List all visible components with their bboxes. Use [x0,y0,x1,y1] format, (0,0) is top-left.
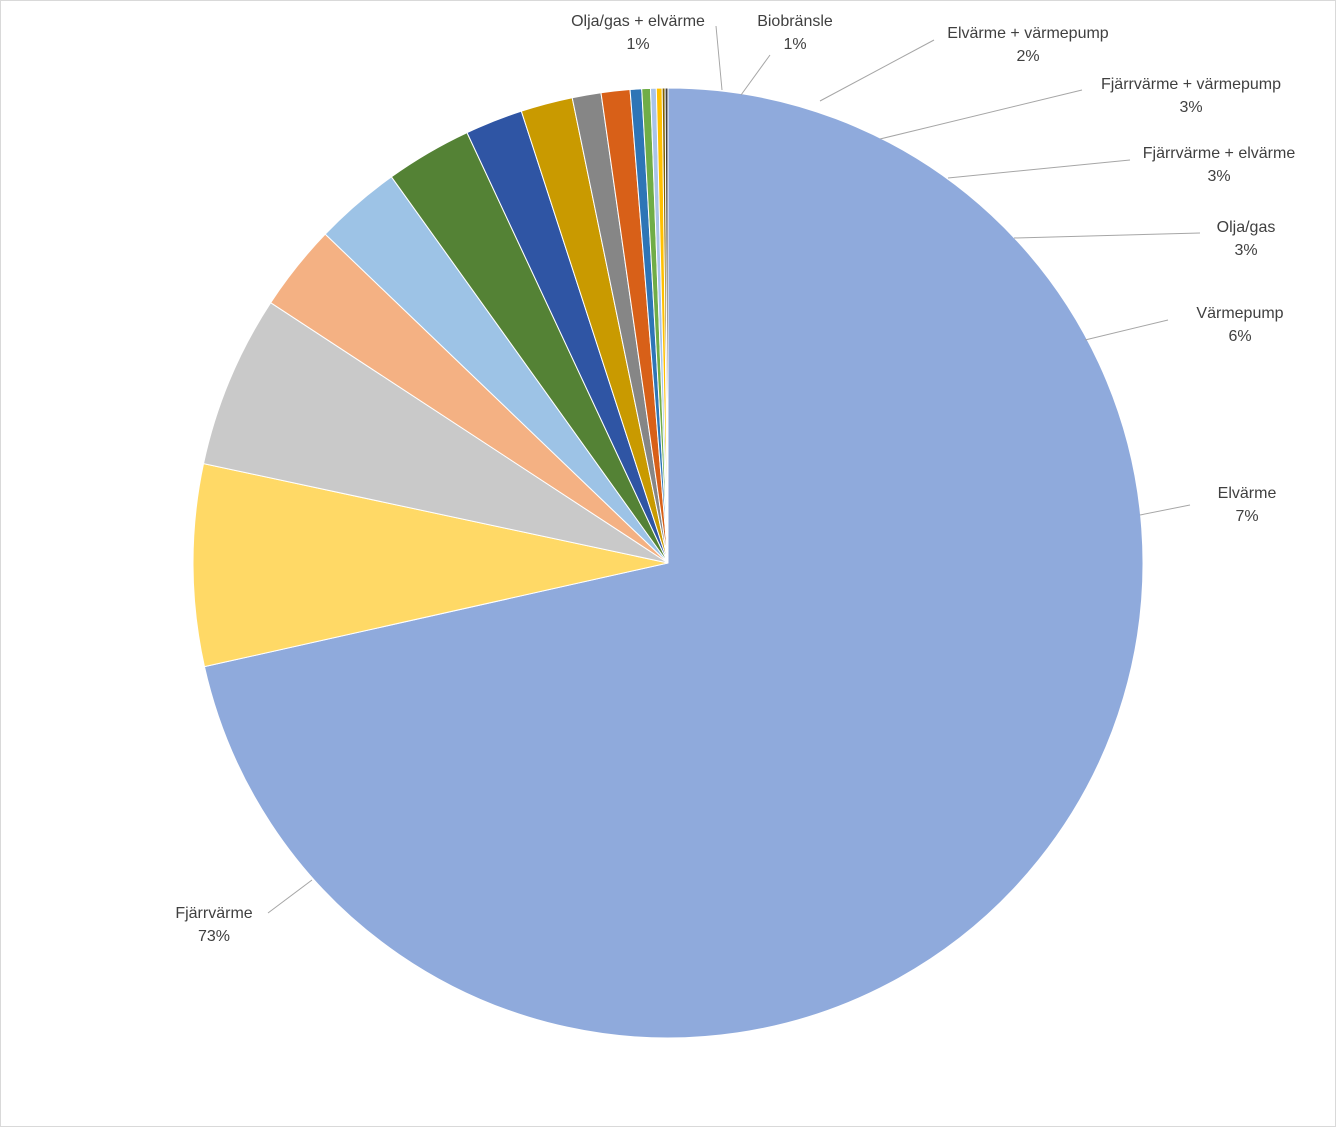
data-label-name-elvarme-varmepump: Elvärme + värmepump [947,25,1108,42]
data-label-percent-fjarrvarme: 73% [198,928,230,945]
leader-line-fjarrvarme-elvarme [947,159,1131,179]
data-label-percent-olja-gas-elvarme: 1% [626,36,649,53]
data-label-name-olja-gas-elvarme: Olja/gas + elvärme [571,13,705,30]
data-label-name-biobransle: Biobränsle [757,13,833,30]
data-label-name-fjarrvarme-varmepump: Fjärrvärme + värmepump [1101,76,1281,93]
leader-line-olja-gas-elvarme [715,25,723,91]
pie-slice-unlabeled-slice-g [664,87,669,564]
data-label-percent-fjarrvarme-elvarme: 3% [1207,168,1230,185]
data-label-name-fjarrvarme-elvarme: Fjärrvärme + elvärme [1143,145,1296,162]
data-label-name-varmepump: Värmepump [1196,305,1283,322]
leader-line-biobransle [740,54,771,96]
leader-line-fjarrvarme [267,879,313,914]
pie-slice-varmepump [202,301,669,564]
pie-slice-fjarrvarme [203,87,1144,1039]
leader-line-elvarme-varmepump [819,39,935,102]
data-label-name-olja-gas: Olja/gas [1217,219,1276,236]
data-label-name-elvarme: Elvärme [1218,485,1277,502]
data-label-percent-varmepump: 6% [1228,328,1251,345]
leader-line-varmepump [1084,319,1169,341]
leader-line-fjarrvarme-varmepump [879,89,1083,140]
data-label-percent-elvarme: 7% [1235,508,1258,525]
leader-line-elvarme [1139,504,1191,516]
data-label-percent-biobransle: 1% [783,36,806,53]
pie-slice-elvarme [192,463,669,668]
leader-line-olja-gas [1013,232,1201,239]
data-label-percent-elvarme-varmepump: 2% [1016,48,1039,65]
data-label-name-fjarrvarme: Fjärrvärme [175,905,252,922]
data-label-percent-olja-gas: 3% [1234,242,1257,259]
data-label-percent-fjarrvarme-varmepump: 3% [1179,99,1202,116]
